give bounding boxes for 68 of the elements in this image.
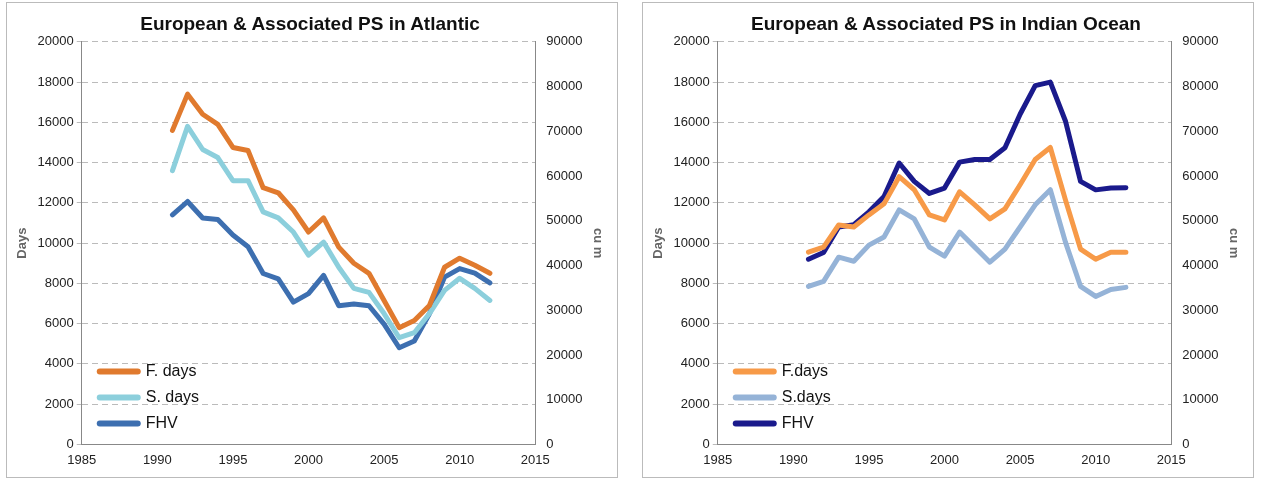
y-tick-label: 8000 xyxy=(44,274,74,290)
y-tick-label: 16000 xyxy=(673,113,710,129)
y2-tick-label: 40000 xyxy=(1182,257,1219,273)
y2-tick-label: 0 xyxy=(546,435,554,451)
x-tick-label: 2010 xyxy=(1081,451,1111,467)
y-tick-label: 2000 xyxy=(680,395,710,411)
y-tick-label: 20000 xyxy=(673,33,710,49)
y2-tick-label: 50000 xyxy=(1182,212,1219,228)
y2-tick-label: 90000 xyxy=(1182,33,1219,49)
y2-tick-label: 70000 xyxy=(546,122,583,138)
y-tick-label: 4000 xyxy=(44,355,74,371)
y-tick-label: 6000 xyxy=(680,315,710,331)
chart-title: European & Associated PS in Indian Ocean xyxy=(751,12,1141,34)
y2-tick-label: 20000 xyxy=(546,346,583,362)
y2-axis-title: cu m xyxy=(1226,227,1242,259)
x-tick-label: 1990 xyxy=(778,451,808,467)
y-tick-label: 12000 xyxy=(37,194,74,210)
legend-label: F.days xyxy=(781,361,828,379)
y-tick-label: 18000 xyxy=(37,73,74,89)
legend-label: FHV xyxy=(145,413,179,431)
y-tick-label: 12000 xyxy=(673,194,710,210)
x-tick-label: 2005 xyxy=(369,451,399,467)
legend-label: F. days xyxy=(145,361,197,379)
y2-tick-label: 10000 xyxy=(1182,391,1219,407)
x-tick-label: 2000 xyxy=(930,451,959,467)
y-tick-label: 10000 xyxy=(673,234,710,250)
y2-tick-label: 80000 xyxy=(1182,78,1219,94)
x-tick-label: 2000 xyxy=(294,451,323,467)
legend-label: FHV xyxy=(781,413,815,431)
x-tick-label: 1985 xyxy=(703,451,733,467)
x-tick-label: 2010 xyxy=(445,451,475,467)
y-tick-label: 14000 xyxy=(37,154,74,170)
y2-tick-label: 80000 xyxy=(546,78,583,94)
y2-tick-label: 60000 xyxy=(1182,167,1219,183)
y-tick-label: 0 xyxy=(702,435,710,451)
y-axis-title: Days xyxy=(650,227,666,259)
x-tick-label: 1995 xyxy=(854,451,884,467)
y2-tick-label: 30000 xyxy=(546,301,583,317)
y2-tick-label: 40000 xyxy=(546,257,583,273)
y2-tick-label: 20000 xyxy=(1182,346,1219,362)
x-tick-label: 2005 xyxy=(1005,451,1035,467)
y-tick-label: 2000 xyxy=(44,395,74,411)
x-tick-label: 1985 xyxy=(67,451,97,467)
x-tick-label: 1995 xyxy=(218,451,248,467)
y2-tick-label: 30000 xyxy=(1182,301,1219,317)
x-tick-label: 2015 xyxy=(1156,451,1186,467)
y-tick-label: 8000 xyxy=(680,274,710,290)
y-tick-label: 4000 xyxy=(680,355,710,371)
y-tick-label: 10000 xyxy=(37,234,74,250)
y2-tick-label: 60000 xyxy=(546,167,583,183)
y-tick-label: 14000 xyxy=(673,154,710,170)
x-tick-label: 2015 xyxy=(520,451,550,467)
legend-label: S.days xyxy=(781,387,831,405)
x-tick-label: 1990 xyxy=(142,451,172,467)
y2-tick-label: 90000 xyxy=(546,33,583,49)
y-tick-label: 0 xyxy=(66,435,74,451)
y2-tick-label: 70000 xyxy=(1182,122,1219,138)
y-tick-label: 16000 xyxy=(37,113,74,129)
y2-axis-title: cu m xyxy=(590,227,606,259)
y-tick-label: 18000 xyxy=(673,73,710,89)
y-tick-label: 6000 xyxy=(44,315,74,331)
y2-tick-label: 50000 xyxy=(546,212,583,228)
y2-tick-label: 0 xyxy=(1182,435,1190,451)
y-axis-title: Days xyxy=(14,227,30,259)
y2-tick-label: 10000 xyxy=(546,391,583,407)
chart-title: European & Associated PS in Atlantic xyxy=(140,12,481,34)
legend-label: S. days xyxy=(145,387,200,405)
y-tick-label: 20000 xyxy=(37,33,74,49)
